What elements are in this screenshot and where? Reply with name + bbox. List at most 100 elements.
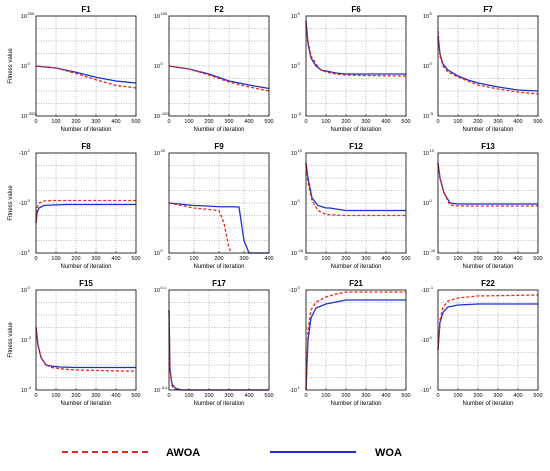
series-line-woa [35, 65, 137, 84]
x-tick-label: 100 [321, 393, 330, 399]
x-tick-label: 100 [184, 119, 193, 125]
x-axis-label: Number of iteration [60, 127, 111, 133]
plot-title: F15 [79, 279, 93, 288]
y-tick-label: 10 [423, 151, 429, 157]
x-tick-label: 0 [436, 119, 439, 125]
x-tick-label: 400 [513, 256, 522, 262]
series-line-woa [168, 309, 269, 391]
x-tick-label: 300 [91, 119, 100, 125]
x-tick-label: 400 [244, 119, 253, 125]
y-tick-label: -10 [289, 388, 297, 394]
x-tick-label: 200 [341, 393, 350, 399]
y-tick-exponent: 2 [28, 148, 31, 153]
plot-title: F13 [481, 142, 495, 151]
y-tick-exponent: -2 [28, 335, 32, 340]
plot-title: F17 [212, 279, 226, 288]
y-tick-label: -10 [289, 288, 297, 294]
series-line-awoa [305, 20, 407, 77]
x-axis-label: Number of iteration [193, 401, 244, 407]
x-tick-label: 0 [167, 393, 170, 399]
x-tick-label: 500 [131, 119, 140, 125]
y-tick-exponent: 0 [430, 61, 433, 66]
x-tick-label: 100 [321, 256, 330, 262]
x-tick-label: 200 [214, 256, 223, 262]
x-tick-label: 300 [361, 119, 370, 125]
y-tick-label: 10 [154, 388, 160, 394]
x-tick-label: 200 [71, 256, 80, 262]
y-tick-label: -10 [421, 288, 429, 294]
series-line-awoa [35, 327, 137, 372]
legend-label-woa: WOA [375, 447, 402, 459]
x-tick-label: 0 [34, 119, 37, 125]
x-tick-label: 400 [513, 393, 522, 399]
plot-title: F7 [483, 5, 493, 14]
y-tick-label: 10 [154, 64, 160, 70]
x-tick-label: 500 [401, 393, 410, 399]
y-tick-exponent: 4 [28, 248, 31, 253]
x-tick-label: 500 [264, 119, 273, 125]
x-tick-label: 500 [401, 119, 410, 125]
y-tick-exponent: 5 [298, 11, 301, 16]
y-tick-label: 10 [291, 64, 297, 70]
x-axis-label: Number of iteration [330, 401, 381, 407]
x-tick-label: 200 [473, 256, 482, 262]
plot-frame [305, 152, 407, 254]
series-line-awoa [168, 65, 270, 92]
plot-title: F2 [214, 5, 224, 14]
y-tick-label: 10 [21, 64, 27, 70]
x-tick-label: 200 [204, 119, 213, 125]
x-axis-label: Number of iteration [462, 264, 513, 270]
y-tick-label: 10 [291, 251, 297, 257]
y-tick-label: 10 [291, 151, 297, 157]
y-tick-label: 10 [423, 251, 429, 257]
x-tick-label: 500 [131, 393, 140, 399]
y-tick-exponent: -5 [298, 111, 302, 116]
y-tick-label: 10 [21, 114, 27, 120]
plot-title: F12 [349, 142, 363, 151]
y-tick-exponent: 0 [161, 61, 164, 66]
y-tick-label: 10 [21, 14, 27, 20]
plot-title: F8 [81, 142, 91, 151]
x-tick-label: 200 [71, 393, 80, 399]
x-axis-label: Number of iteration [330, 127, 381, 133]
series-line-woa [168, 202, 269, 254]
x-tick-label: 0 [167, 119, 170, 125]
x-tick-label: 200 [473, 393, 482, 399]
y-tick-exponent: 0 [161, 248, 164, 253]
series-line-awoa [437, 30, 539, 95]
x-tick-label: 100 [453, 119, 462, 125]
plot-frame [168, 15, 270, 117]
y-tick-label: 10 [154, 251, 160, 257]
y-axis-label: Fitness value [8, 185, 14, 221]
series-line-woa [437, 303, 538, 351]
y-tick-exponent: 10 [430, 148, 435, 153]
plot-frame [35, 289, 137, 391]
y-tick-label: -10 [421, 338, 429, 344]
x-axis-label: Number of iteration [330, 264, 381, 270]
x-tick-label: 200 [341, 256, 350, 262]
y-tick-label: 10 [291, 114, 297, 120]
y-tick-exponent: 0 [28, 285, 31, 290]
y-tick-label: 10 [21, 388, 27, 394]
y-tick-label: 10 [21, 338, 27, 344]
y-tick-label: 10 [423, 14, 429, 20]
x-tick-label: 300 [493, 119, 502, 125]
y-axis-label: Fitness value [8, 48, 14, 84]
x-tick-label: 300 [361, 393, 370, 399]
y-tick-exponent: 0.1 [161, 285, 167, 290]
y-axis-label: Fitness value [8, 322, 14, 358]
x-tick-label: 0 [436, 256, 439, 262]
series-line-woa [305, 162, 406, 212]
x-axis-label: Number of iteration [193, 127, 244, 133]
series-line-woa [437, 162, 538, 205]
plot-frame [437, 152, 539, 254]
y-tick-label: -10 [19, 151, 27, 157]
x-tick-label: 300 [91, 393, 100, 399]
y-tick-label: 10 [154, 14, 160, 20]
x-tick-label: 0 [436, 393, 439, 399]
